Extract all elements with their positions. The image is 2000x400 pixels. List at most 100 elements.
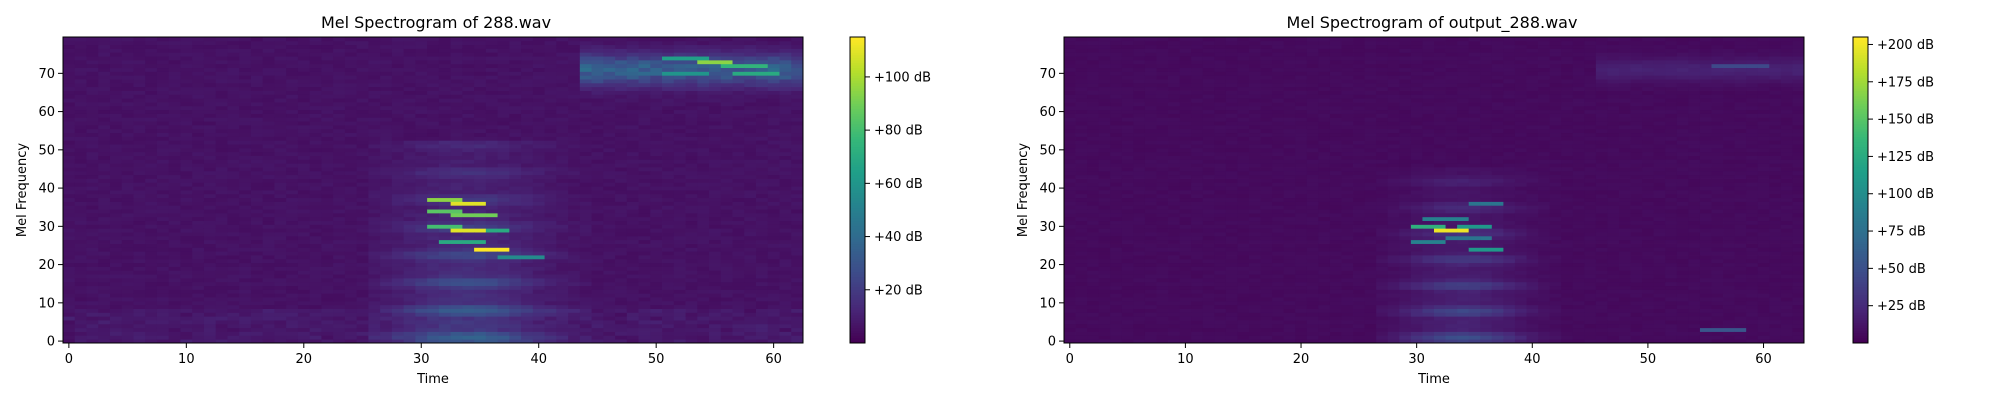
heatmap-cell [333, 163, 346, 168]
heatmap-cell [356, 281, 369, 287]
heatmap-cell [121, 40, 134, 46]
heatmap-cell [767, 132, 780, 137]
heatmap-cell [286, 124, 299, 130]
heatmap-cell [427, 117, 440, 122]
heatmap-cell [297, 178, 311, 183]
heatmap-cell [309, 90, 322, 95]
heatmap-cell [450, 201, 463, 206]
heatmap-cell [368, 308, 381, 313]
heatmap-cell [333, 331, 346, 336]
heatmap-cell [74, 63, 87, 69]
heatmap-cell [109, 235, 123, 241]
heatmap-cell [544, 163, 557, 168]
heatmap-cell [403, 304, 416, 309]
heatmap-cell [145, 159, 158, 164]
heatmap-cell [568, 186, 581, 191]
heatmap-cell [133, 262, 146, 267]
heatmap-cell [86, 308, 99, 313]
heatmap-cell [215, 44, 228, 49]
heatmap-cell [685, 201, 698, 206]
heatmap-cell [556, 270, 569, 275]
heatmap-cell [297, 94, 311, 99]
heatmap-cell [145, 151, 158, 156]
heatmap-cell [403, 212, 416, 218]
heatmap-cell [356, 300, 369, 306]
heatmap-cell [485, 297, 499, 302]
heatmap-cell [368, 82, 381, 88]
heatmap-cell [673, 178, 686, 183]
heatmap-cell [685, 124, 698, 130]
heatmap-cell [732, 335, 745, 340]
heatmap-cell [380, 86, 393, 91]
heatmap-cell [274, 174, 287, 179]
heatmap-cell [63, 79, 76, 84]
heatmap-cell [744, 335, 757, 340]
heatmap-cell [521, 201, 534, 206]
heatmap-cell [638, 224, 651, 229]
heatmap-cell [250, 113, 264, 118]
heatmap-cell [615, 232, 628, 237]
heatmap-cell [615, 266, 628, 271]
heatmap-cell [274, 304, 287, 309]
heatmap-cell [145, 331, 158, 336]
heatmap-cell [309, 147, 322, 153]
heatmap-cell [86, 205, 99, 210]
heatmap-cell [239, 186, 252, 191]
heatmap-cell [321, 63, 334, 69]
heatmap-cell [415, 281, 428, 287]
heatmap-cell [767, 243, 780, 248]
heatmap-cell [556, 197, 569, 202]
heatmap-cell [203, 132, 217, 137]
heatmap-cell [321, 274, 334, 279]
heatmap-cell [109, 193, 123, 199]
heatmap-cell [685, 52, 698, 57]
heatmap-cell [286, 82, 299, 88]
heatmap-cell [98, 239, 111, 244]
heatmap-cell [86, 243, 99, 248]
heatmap-cell [521, 243, 534, 248]
heatmap-cell [63, 40, 76, 46]
heatmap-cell [368, 232, 381, 237]
heatmap-cell [509, 316, 522, 321]
heatmap-cell [344, 40, 358, 46]
heatmap-cell [391, 209, 405, 214]
heatmap-cell [333, 182, 346, 187]
heatmap-cell [485, 232, 499, 237]
heatmap-cell [720, 243, 733, 248]
heatmap-cell [180, 98, 193, 103]
heatmap-cell [192, 266, 205, 271]
heatmap-cell [638, 136, 651, 141]
heatmap-cell [109, 281, 123, 287]
heatmap-cell [368, 105, 381, 111]
heatmap-cell [544, 274, 557, 279]
heatmap-cell [709, 232, 722, 237]
heatmap-cell [485, 197, 499, 202]
heatmap-cell [509, 274, 522, 279]
heatmap-cell [521, 155, 534, 160]
heatmap-cell [427, 331, 440, 336]
heatmap-cell [603, 197, 616, 202]
heatmap-cell [697, 167, 710, 172]
heatmap-cell [145, 335, 158, 340]
heatmap-cell [756, 209, 769, 214]
heatmap-cell [662, 232, 675, 237]
heatmap-cell [109, 209, 123, 214]
heatmap-cell [673, 44, 686, 49]
heatmap-cell [333, 320, 346, 325]
heatmap-cell [286, 262, 299, 267]
heatmap-cell [356, 232, 369, 237]
heatmap-cell [203, 94, 217, 99]
heatmap-cell [63, 63, 76, 69]
heatmap-cell [626, 270, 639, 275]
heatmap-cell [215, 159, 228, 164]
heatmap-cell [239, 40, 252, 46]
heatmap-cell [380, 239, 393, 244]
heatmap-cell [415, 331, 428, 336]
heatmap-cell [180, 144, 193, 149]
heatmap-cell [568, 312, 581, 317]
heatmap-cell [156, 159, 170, 164]
heatmap-cell [145, 277, 158, 283]
heatmap-cell [250, 52, 264, 57]
heatmap-cell [474, 274, 487, 279]
heatmap-cell [497, 320, 510, 325]
